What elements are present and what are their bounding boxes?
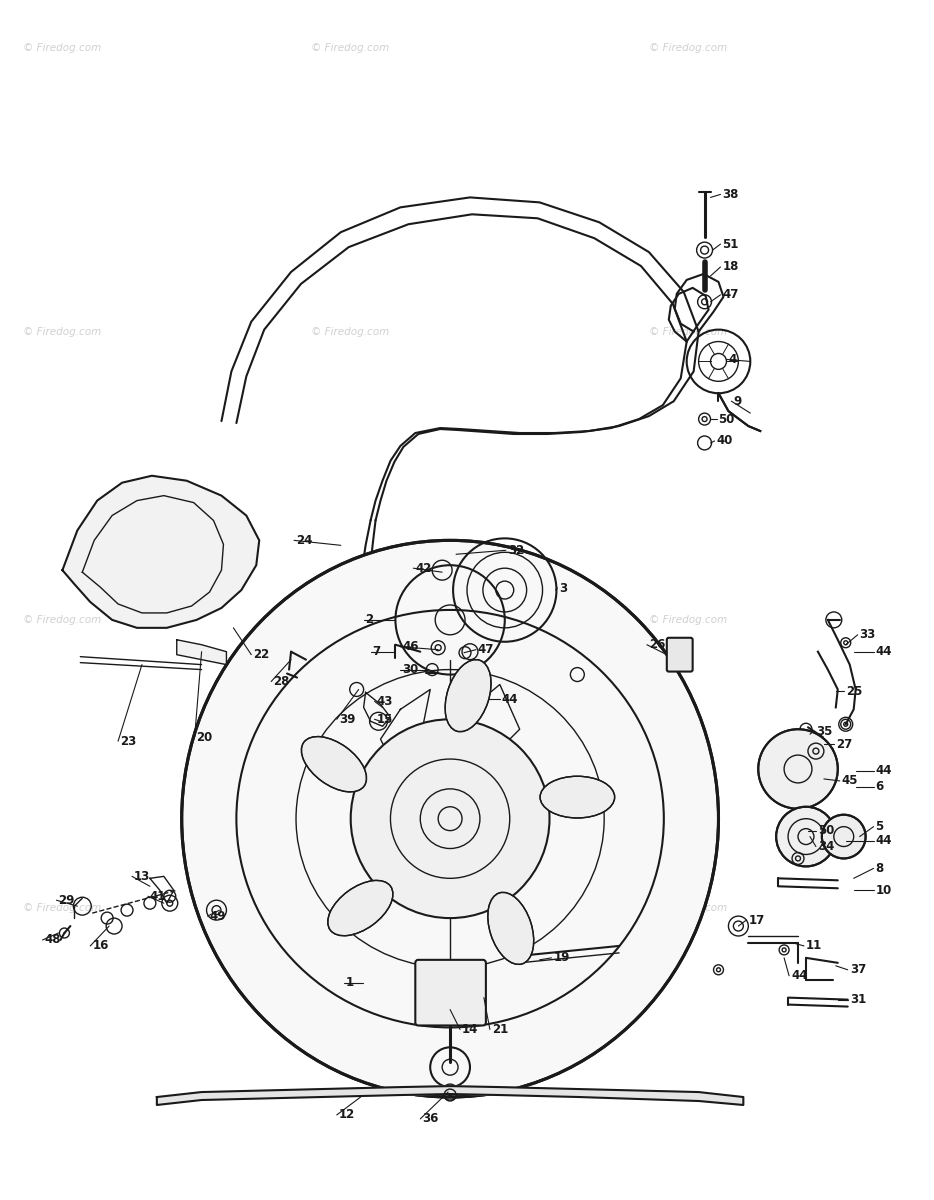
Circle shape [758,730,838,809]
Text: 1: 1 [346,977,354,989]
Text: © Firedog.com: © Firedog.com [649,326,728,337]
Text: 40: 40 [716,434,733,448]
Text: 18: 18 [723,260,739,274]
Text: 11: 11 [806,940,822,953]
Text: © Firedog.com: © Firedog.com [22,43,101,53]
Ellipse shape [446,660,491,732]
Text: 41: 41 [149,889,166,902]
Text: 50: 50 [818,824,834,838]
Text: 44: 44 [502,692,518,706]
Text: 26: 26 [649,638,665,652]
Text: 16: 16 [92,940,108,953]
Ellipse shape [488,893,533,965]
Text: 12: 12 [339,1109,355,1122]
Text: 15: 15 [376,713,393,726]
Text: © Firedog.com: © Firedog.com [649,43,728,53]
Text: 25: 25 [845,685,862,698]
Text: 6: 6 [875,780,884,793]
Text: 17: 17 [748,913,765,926]
Text: 51: 51 [723,238,739,251]
Text: 4: 4 [729,353,737,366]
Polygon shape [177,640,226,665]
Text: 29: 29 [59,894,75,907]
Text: © Firedog.com: © Firedog.com [311,614,389,625]
Text: 39: 39 [339,713,355,726]
Text: 7: 7 [373,646,381,658]
Text: 33: 33 [859,629,876,641]
Ellipse shape [328,881,393,936]
Text: 36: 36 [422,1112,439,1126]
Text: © Firedog.com: © Firedog.com [649,904,728,913]
Text: 24: 24 [296,534,312,547]
FancyBboxPatch shape [416,960,486,1026]
Text: 50: 50 [718,413,735,426]
Ellipse shape [182,540,718,1097]
Text: 35: 35 [816,725,832,738]
Text: © Firedog.com: © Firedog.com [22,326,101,337]
Text: 3: 3 [559,582,568,594]
Polygon shape [63,475,260,628]
Text: 8: 8 [875,862,884,875]
Text: © Firedog.com: © Firedog.com [311,43,389,53]
Text: 10: 10 [875,883,892,896]
Text: 38: 38 [723,188,739,200]
Text: 27: 27 [836,738,852,751]
Text: 23: 23 [120,734,136,748]
Text: 2: 2 [365,613,374,626]
Text: 44: 44 [875,646,892,658]
Text: 46: 46 [403,641,418,653]
Ellipse shape [302,737,366,792]
Text: 47: 47 [478,643,494,656]
Circle shape [822,815,866,858]
Text: © Firedog.com: © Firedog.com [22,614,101,625]
Text: 5: 5 [875,820,884,833]
Text: 28: 28 [273,676,290,688]
Text: 37: 37 [850,964,866,977]
Circle shape [776,806,836,866]
Text: 14: 14 [462,1022,478,1036]
Text: 49: 49 [209,910,226,923]
Text: 21: 21 [492,1022,508,1036]
Text: © Firedog.com: © Firedog.com [311,326,389,337]
FancyBboxPatch shape [667,637,693,672]
Text: 13: 13 [134,870,150,883]
Text: 44: 44 [875,834,892,847]
Text: 42: 42 [416,562,432,575]
Text: 30: 30 [403,664,418,676]
Text: 9: 9 [733,395,742,408]
Text: 22: 22 [253,648,270,661]
Text: 34: 34 [818,840,834,853]
Text: 47: 47 [723,288,739,301]
Text: 48: 48 [45,934,61,947]
Text: 45: 45 [842,774,858,787]
Polygon shape [157,1086,743,1105]
Text: 32: 32 [508,544,524,557]
Text: © Firedog.com: © Firedog.com [311,904,389,913]
Text: © Firedog.com: © Firedog.com [22,904,101,913]
Text: 44: 44 [791,970,808,983]
Text: 43: 43 [376,695,393,708]
Text: 44: 44 [875,764,892,778]
Circle shape [350,719,549,918]
Ellipse shape [540,776,615,818]
Text: 19: 19 [554,952,570,965]
Text: 31: 31 [850,994,866,1006]
Text: 20: 20 [197,731,213,744]
Text: © Firedog.com: © Firedog.com [649,614,728,625]
